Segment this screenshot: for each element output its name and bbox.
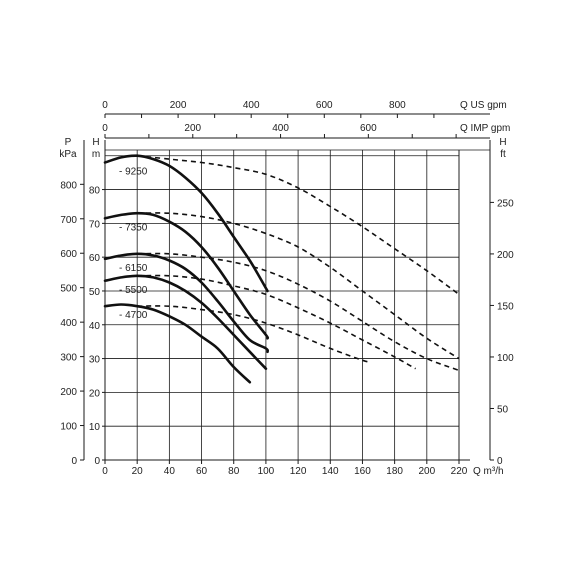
right-ft-tick-label: 150 <box>497 301 514 312</box>
curve-solid-7350 <box>103 211 270 340</box>
top-us-tick-label: 0 <box>102 100 108 111</box>
curve-solid-9250 <box>103 154 269 293</box>
top-imp-tick-label: 400 <box>272 123 289 134</box>
left-m-axis-unit: m <box>92 149 100 160</box>
top-imp-tick-label: 0 <box>102 123 108 134</box>
left-kpa-tick-label: 800 <box>60 180 77 191</box>
top-us-tick-label: 800 <box>389 100 406 111</box>
bottom-axis-label: Q m³/h <box>473 466 504 477</box>
curve-label-7350: - 7350 <box>119 222 148 233</box>
left-m-tick-label: 70 <box>89 219 101 230</box>
curve-dashed-9250 <box>137 154 460 296</box>
left-kpa-tick-label: 600 <box>60 249 77 260</box>
curve-dashed-6150 <box>137 252 460 372</box>
left-kpa-axis-unit: kPa <box>59 149 77 160</box>
top-us-axis-label: Q US gpm <box>460 100 507 111</box>
curve-label-9250: - 9250 <box>119 167 148 178</box>
curve-dashed-7350 <box>137 212 460 360</box>
left-m-tick-label: 80 <box>89 186 101 197</box>
left-kpa-axis-label: P <box>65 137 72 148</box>
left-kpa-tick-label: 200 <box>60 387 77 398</box>
left-m-tick-label: 0 <box>94 456 100 467</box>
head-curves-solid <box>103 154 270 384</box>
top-imp-tick-label: 200 <box>184 123 201 134</box>
right-ft-tick-label: 0 <box>497 456 503 467</box>
left-kpa-tick-label: 700 <box>60 215 77 226</box>
top-imp-tick-label: 600 <box>360 123 377 134</box>
left-m-tick-label: 60 <box>89 253 101 264</box>
bottom-tick-label: 120 <box>290 466 307 477</box>
curve-solid-6150 <box>103 252 270 354</box>
axes: 0 20 40 60 80 100 120 140 160 180 200 220 Q m³/h0102… <box>59 100 514 477</box>
left-m-axis-label: H <box>92 137 99 148</box>
top-us-tick-label: 400 <box>243 100 260 111</box>
left-m-tick-label: 40 <box>89 321 101 332</box>
left-m-tick-label: 10 <box>89 422 101 433</box>
right-ft-axis-label: H <box>499 137 506 148</box>
bottom-tick-label: 100 <box>258 466 275 477</box>
right-ft-tick-label: 100 <box>497 353 514 364</box>
bottom-tick-label: 160 <box>354 466 371 477</box>
right-ft-tick-label: 250 <box>497 198 514 209</box>
bottom-tick-label: 180 <box>386 466 403 477</box>
bottom-tick-label: 220 <box>451 466 468 477</box>
bottom-tick-label: 60 <box>196 466 208 477</box>
left-kpa-tick-label: 400 <box>60 318 77 329</box>
left-kpa-tick-label: 500 <box>60 284 77 295</box>
bottom-tick-label: 140 <box>322 466 339 477</box>
bottom-tick-label: 40 <box>164 466 176 477</box>
curve-solid-4700 <box>103 303 252 384</box>
top-us-tick-label: 200 <box>170 100 187 111</box>
left-m-tick-label: 30 <box>89 355 101 366</box>
right-ft-tick-label: 200 <box>497 250 514 261</box>
left-m-tick-label: 50 <box>89 287 101 298</box>
left-kpa-tick-label: 0 <box>71 456 77 467</box>
bottom-tick-label: 80 <box>228 466 240 477</box>
duty-curves-dashed <box>137 154 460 372</box>
curve-solid-5500 <box>103 274 268 370</box>
grid <box>104 149 490 461</box>
curve-dashed-5500 <box>137 274 416 370</box>
curve-dashed-4700 <box>137 305 371 363</box>
top-imp-axis-label: Q IMP gpm <box>460 123 510 134</box>
left-kpa-tick-label: 100 <box>60 422 77 433</box>
bottom-tick-label: 0 <box>102 466 108 477</box>
curve-label-6150: - 6150 <box>119 263 148 274</box>
right-ft-axis-unit: ft <box>500 149 506 160</box>
left-kpa-tick-label: 300 <box>60 353 77 364</box>
left-m-tick-label: 20 <box>89 388 101 399</box>
right-ft-tick-label: 50 <box>497 404 509 415</box>
bottom-tick-label: 200 <box>418 466 435 477</box>
top-us-tick-label: 600 <box>316 100 333 111</box>
curve-label-5500: - 5500 <box>119 285 148 296</box>
curve-label-4700: - 4700 <box>119 310 148 321</box>
curve-labels: - 9250 - 7350 - 6150 - 5500 - 4700 <box>119 167 148 322</box>
bottom-tick-label: 20 <box>132 466 144 477</box>
